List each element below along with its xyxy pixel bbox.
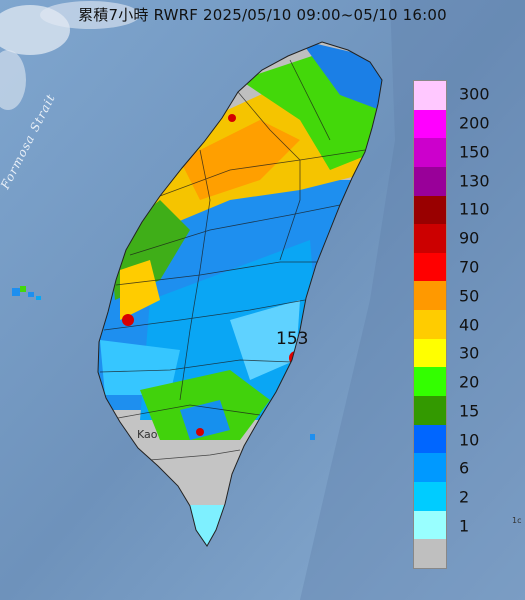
max-rainfall-label: 153: [276, 329, 309, 349]
legend-label: 50: [459, 286, 480, 306]
legend-label: 110: [459, 199, 490, 219]
legend-label: 15: [459, 401, 480, 421]
legend-swatch: [414, 252, 446, 282]
cloud-patch: [40, 1, 140, 29]
legend-label: 200: [459, 113, 490, 133]
legend-swatch: [414, 396, 446, 425]
east-ocean: [300, 0, 525, 600]
legend-label: 20: [459, 372, 480, 392]
legend-swatches: [413, 80, 447, 569]
legend-label: 10: [459, 430, 480, 450]
map-title: 累積7小時 RWRF 2025/05/10 09:00~05/10 16:00: [78, 6, 447, 24]
legend-label: 300: [459, 84, 490, 104]
legend-swatch: [414, 166, 446, 196]
legend-label: 30: [459, 343, 480, 363]
legend-label: 150: [459, 142, 490, 162]
legend-label: 130: [459, 171, 490, 191]
legend-swatch: [414, 539, 446, 568]
legend-swatch: [414, 81, 446, 110]
penghu-islands: [12, 286, 41, 300]
green-island: [310, 434, 315, 440]
legend-swatch: [414, 453, 446, 482]
legend-swatch: [414, 281, 446, 311]
rainfall-legend: 300 200 150 130 110 90 70 50 40 30 20 15 10 6 2 1: [413, 80, 509, 569]
legend-swatch: [414, 109, 446, 139]
legend-label: 1: [459, 516, 470, 536]
legend-label: 70: [459, 257, 480, 277]
legend-swatch: [414, 424, 446, 454]
legend-swatch: [414, 224, 446, 253]
legend-swatch: [414, 338, 446, 368]
legend-swatch: [414, 367, 446, 397]
legend-swatch: [414, 195, 446, 225]
legend-swatch: [414, 138, 446, 167]
legend-label: 40: [459, 315, 480, 334]
legend-swatch: [414, 310, 446, 339]
legend-label: 6: [459, 458, 470, 478]
legend-swatch: [414, 481, 446, 511]
legend-labels: 300 200 150 130 110 90 70 50 40 30 20 15 10 6 2 1: [449, 80, 509, 569]
city-label: Kao: [137, 428, 158, 441]
cloud-patch: [0, 50, 26, 110]
legend-swatch: [414, 510, 446, 540]
corner-label: 1c: [512, 516, 522, 525]
legend-label: 2: [459, 487, 470, 507]
legend-label: 90: [459, 228, 480, 248]
